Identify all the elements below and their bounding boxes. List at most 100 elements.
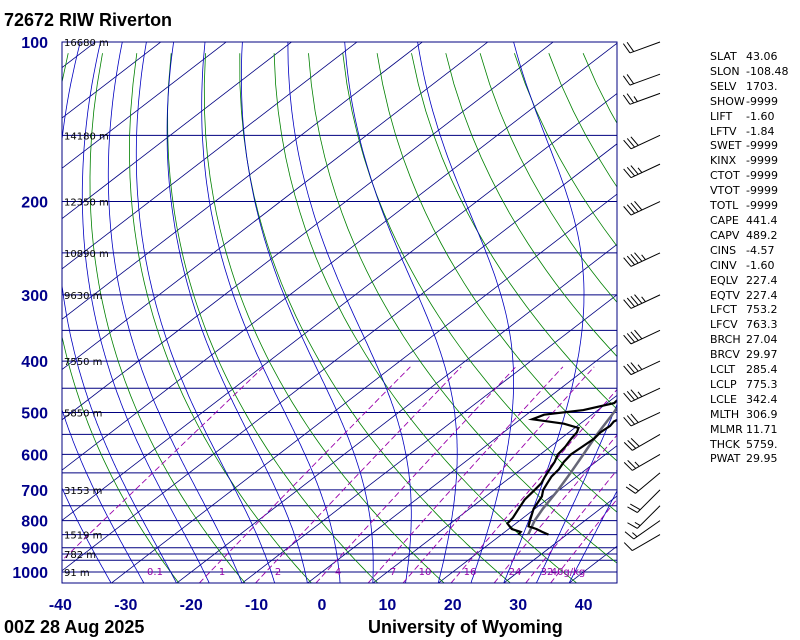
index-value: -4.57 — [746, 243, 775, 257]
index-value: -9999 — [746, 94, 778, 108]
temp-tick--30: -30 — [114, 597, 137, 614]
index-key: BRCH — [710, 333, 741, 347]
dry-adiabat — [62, 53, 180, 583]
isotherm--140 — [62, 42, 97, 69]
moist-adiabat — [201, 42, 341, 583]
height-label: 3153 m — [64, 486, 102, 497]
mixing-ratio-label: 0.1 — [147, 567, 163, 578]
index-key: SWET — [710, 139, 742, 153]
mixing-ratio-line — [450, 388, 617, 583]
mixing-ratio-line — [198, 366, 411, 583]
index-value: 11.71 — [746, 422, 778, 436]
wind-barb — [622, 41, 661, 54]
height-label: 1519 m — [64, 531, 102, 542]
temp-tick--20: -20 — [180, 597, 203, 614]
index-key: LCLT — [710, 363, 736, 377]
index-row-mlth: MLTH 306.9 — [710, 408, 788, 423]
index-key: EQLV — [710, 273, 739, 287]
pressure-label-500: 500 — [21, 405, 48, 422]
mixing-ratio-label: 4 — [335, 567, 341, 578]
isotherm--30 — [110, 193, 617, 583]
index-key: CAPV — [710, 228, 740, 242]
moist-adiabat — [287, 42, 412, 583]
wind-barb — [623, 294, 661, 309]
index-value: 753.2 — [746, 303, 778, 317]
isotherm--120 — [62, 42, 227, 169]
index-key: LFCV — [710, 318, 738, 332]
moist-adiabat — [503, 42, 585, 583]
mixing-ratio-line — [525, 469, 617, 583]
wind-barb — [623, 433, 661, 451]
index-value: -9999 — [746, 184, 778, 198]
mixing-ratio-line — [367, 366, 564, 583]
index-value: 27.04 — [746, 333, 778, 347]
temp-tick-40: 40 — [575, 597, 593, 614]
mixing-ratio-label: 10 — [419, 567, 432, 578]
dry-adiabat — [273, 53, 578, 583]
temp-tick--40: -40 — [49, 597, 72, 614]
index-key: KINX — [710, 154, 737, 168]
index-row-slon: SLON -108.48 — [710, 65, 788, 80]
index-row-brcv: BRCV 29.97 — [710, 348, 788, 363]
mixing-ratio-line — [493, 434, 617, 583]
wind-barb — [623, 453, 661, 471]
index-key: CINS — [710, 243, 737, 257]
height-label: 7550 m — [64, 357, 102, 368]
index-row-brch: BRCH 27.04 — [710, 333, 788, 348]
index-key: CAPE — [710, 213, 739, 227]
index-value: 489.2 — [746, 228, 778, 242]
pressure-label-1000: 1000 — [12, 565, 48, 582]
moist-adiabat — [107, 42, 243, 583]
index-value: 43.06 — [746, 50, 778, 63]
mixing-ratio-line — [315, 366, 517, 583]
pressure-label-900: 900 — [21, 541, 48, 558]
wind-barb — [623, 534, 661, 552]
mixing-ratio-label: 2 — [275, 567, 281, 578]
index-row-swet: SWET -9999 — [710, 139, 788, 154]
index-value: 5759. — [746, 437, 778, 451]
mixing-ratio-label: 24 — [509, 567, 522, 578]
index-key: TOTL — [710, 199, 739, 213]
index-value: 227.4 — [746, 288, 778, 302]
index-value: 1703. — [746, 79, 778, 93]
index-key: LFCT — [710, 303, 737, 317]
index-value: 227.4 — [746, 273, 778, 287]
mixing-ratio-label: 32 — [541, 567, 554, 578]
grid-lines — [62, 42, 617, 583]
isotherm--80 — [62, 42, 489, 371]
index-key: MLMR — [710, 422, 743, 436]
temp-tick-30: 30 — [509, 597, 527, 614]
index-value: 285.4 — [746, 363, 778, 377]
height-label: 91 m — [64, 568, 90, 579]
dry-adiabat — [129, 53, 312, 583]
index-key: BRCV — [710, 348, 740, 362]
dry-adiabat — [89, 53, 246, 583]
index-row-selv: SELV 1703. — [710, 80, 788, 95]
index-row-totl: TOTL -9999 — [710, 199, 788, 214]
dry-adiabat — [479, 53, 617, 303]
index-value: -9999 — [746, 199, 778, 213]
index-row-vtot: VTOT -9999 — [710, 184, 788, 199]
index-row-lfct: LFCT 753.2 — [710, 303, 788, 318]
index-value: 763.3 — [746, 318, 778, 332]
wind-barb — [627, 505, 661, 529]
mixing-ratio-label: 16 — [464, 567, 477, 578]
pressure-label-300: 300 — [21, 288, 48, 305]
mixing-ratio-label: 1 — [219, 567, 225, 578]
pressure-label-200: 200 — [21, 195, 48, 212]
isotherm--60 — [62, 42, 617, 471]
wind-barb — [623, 134, 661, 150]
index-key: LCLE — [710, 392, 737, 406]
index-row-ctot: CTOT -9999 — [710, 169, 788, 184]
profile-traces — [505, 398, 617, 536]
moist-adiabat — [135, 42, 276, 583]
index-row-capv: CAPV 489.2 — [710, 229, 788, 244]
index-key: CTOT — [710, 169, 740, 183]
dry-adiabat — [411, 53, 617, 410]
dewpoint-trace — [505, 398, 617, 536]
mixing-ratio-label: 7 — [390, 567, 396, 578]
index-value: 29.97 — [746, 348, 778, 362]
temp-tick-20: 20 — [444, 597, 462, 614]
isotherm--40 — [62, 143, 617, 572]
